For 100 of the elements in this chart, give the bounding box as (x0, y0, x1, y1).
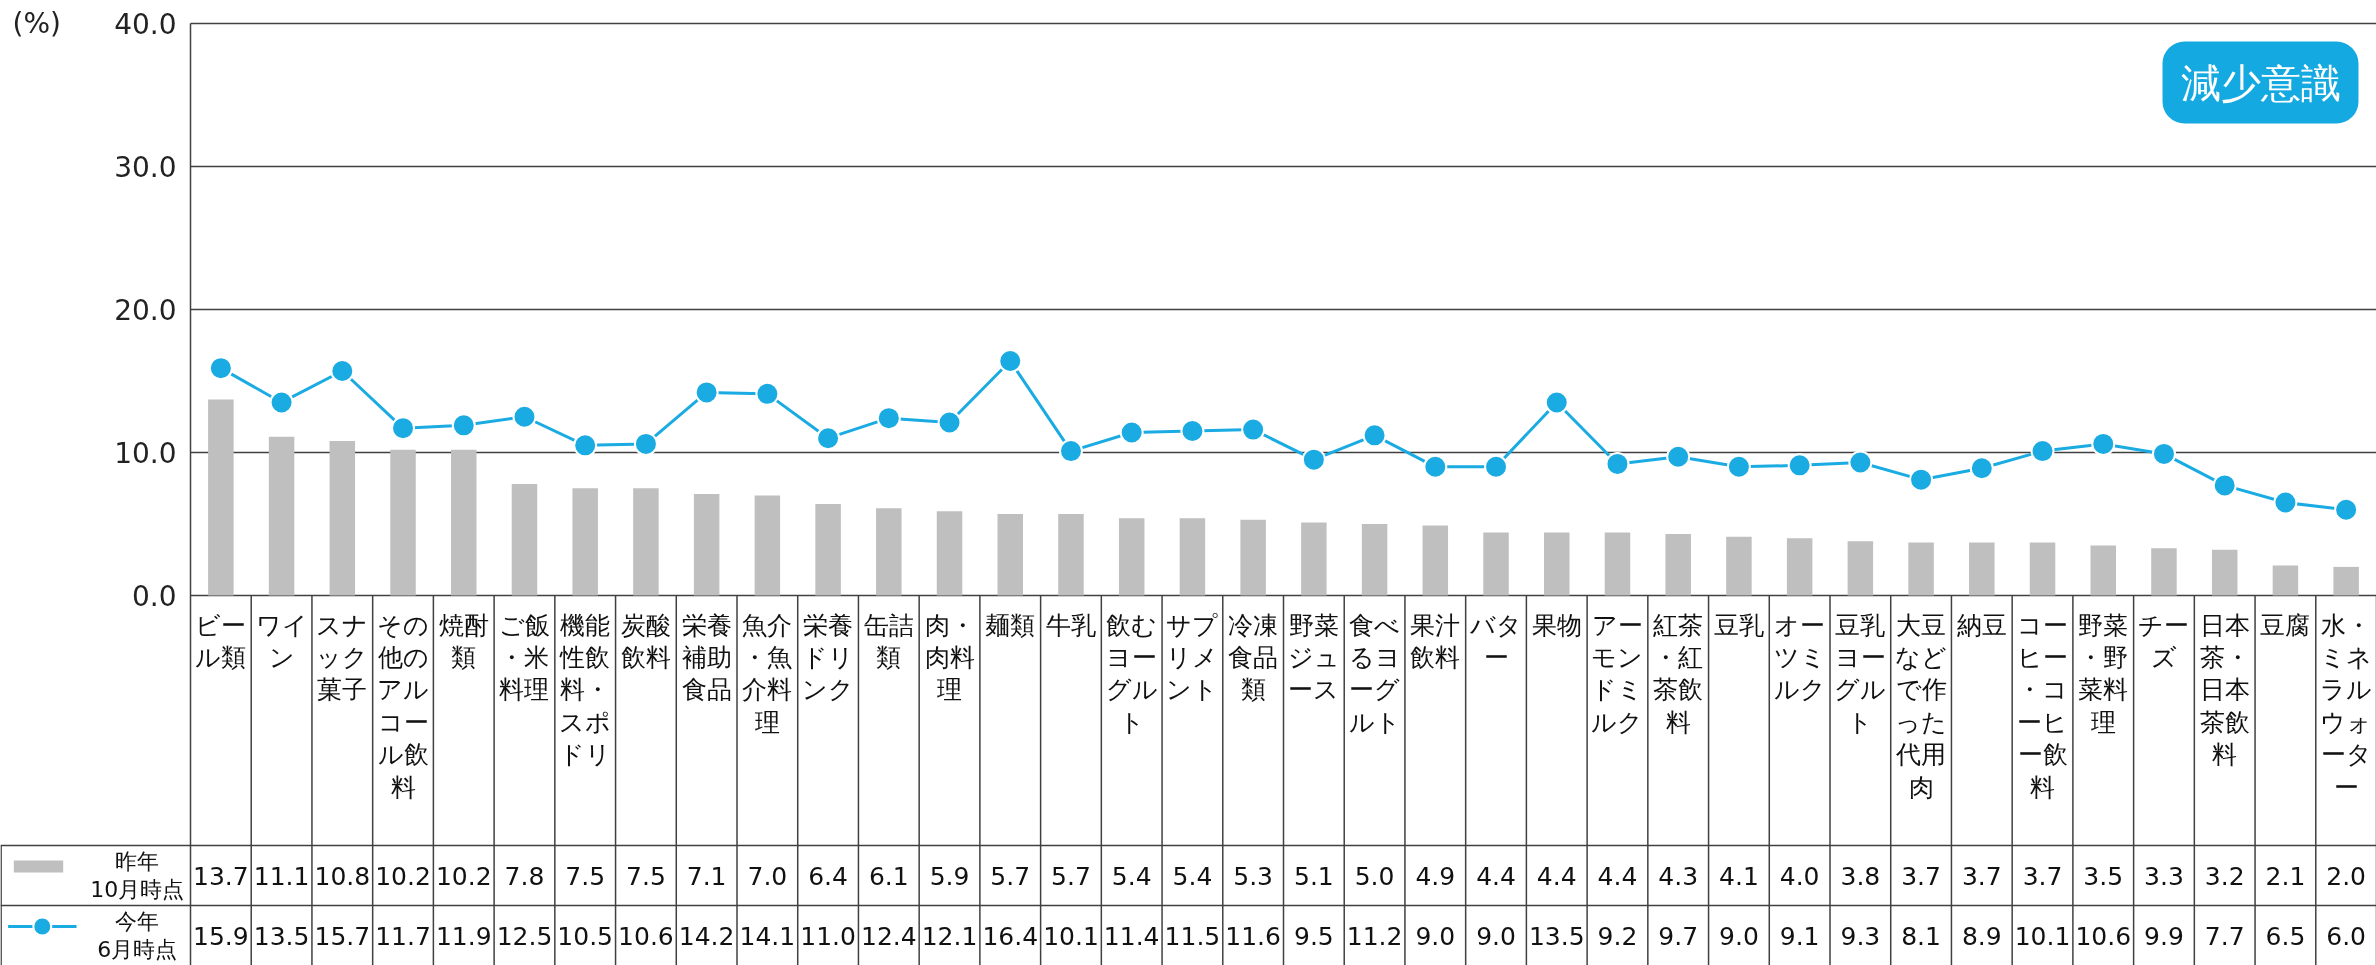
x-tick-label: 大豆などで作った代用肉 (1895, 610, 1948, 802)
data-label: 6.0 (2326, 921, 2367, 951)
data-label: 9.0 (1415, 921, 1456, 951)
point (269, 390, 294, 415)
y-axis-title: (%) (12, 7, 61, 40)
data-label: 14.1 (739, 921, 796, 951)
bar (572, 488, 598, 596)
x-tick-label: 日本茶・日本茶飲料 (2199, 610, 2250, 770)
data-label: 11.9 (435, 921, 492, 951)
data-label: 12.5 (496, 921, 553, 951)
bar (1847, 541, 1874, 596)
data-label: 10.1 (1043, 921, 1099, 951)
x-tick-label: アーモンドミルク (1591, 610, 1644, 737)
data-label: 11.1 (253, 861, 310, 891)
data-label: 9.5 (1293, 921, 1334, 951)
point (816, 426, 841, 451)
x-tick-label: バター (1469, 610, 1523, 672)
x-tick-label: 栄養補助食品 (681, 610, 732, 705)
data-label: 11.0 (800, 921, 856, 951)
x-tick-label: 豆乳ヨーグルト (1834, 610, 1887, 737)
data-label: 6.5 (2265, 921, 2306, 951)
y-tick-label: 20.0 (114, 294, 177, 327)
data-label: 9.1 (1779, 921, 1820, 951)
data-label: 10.6 (2075, 921, 2132, 951)
point (573, 433, 598, 458)
point (1969, 456, 1994, 481)
point (512, 404, 537, 429)
x-tick-label: 炭酸飲料 (620, 610, 671, 672)
point (1848, 450, 1873, 475)
bar (2029, 542, 2056, 596)
point (1362, 423, 1387, 448)
data-label: 16.4 (982, 921, 1039, 951)
point (876, 406, 901, 431)
point (1484, 454, 1509, 479)
x-tick-label: チーズ (2138, 610, 2190, 672)
data-label: 4.3 (1658, 861, 1699, 891)
annotation: 減少意識 (2180, 59, 2341, 106)
point (1241, 417, 1266, 442)
data-label: 11.2 (1346, 921, 1403, 951)
x-tick-label: サプリメント (1166, 610, 1219, 705)
point (2091, 431, 2116, 456)
data-label: 12.1 (921, 921, 978, 951)
point (1301, 447, 1326, 472)
data-label: 7.1 (686, 861, 727, 891)
point (451, 413, 476, 438)
data-label: 4.0 (1779, 861, 1820, 891)
point (208, 356, 233, 381)
data-label: 9.0 (1476, 921, 1516, 951)
bar (1969, 542, 1995, 596)
bar (2272, 565, 2299, 596)
data-label: 3.8 (1840, 861, 1881, 891)
bar (1726, 536, 1752, 596)
bar (1908, 542, 1934, 596)
data-label: 3.7 (1961, 861, 2002, 891)
bar (451, 449, 477, 596)
data-label: 9.7 (1658, 921, 1699, 951)
point (1423, 454, 1448, 479)
data-label: 13.5 (253, 921, 310, 951)
bar (2090, 545, 2116, 596)
data-label: 11.4 (1103, 921, 1160, 951)
data-label: 5.4 (1172, 861, 1213, 891)
data-label: 5.7 (1051, 861, 1091, 891)
x-tick-label: 機能性飲料・スポドリ (559, 610, 612, 770)
bar (1422, 525, 1449, 596)
data-label: 3.2 (2204, 861, 2245, 891)
point (2151, 441, 2176, 466)
data-label: 7.5 (626, 861, 666, 891)
bar (329, 441, 356, 596)
data-label: 10.2 (375, 861, 431, 891)
x-tick-label: 水・ミネラルウォーター (2320, 610, 2373, 802)
bar (1179, 518, 1206, 596)
data-label: 8.9 (1961, 921, 2002, 951)
bar (1604, 532, 1631, 596)
data-label: 10.6 (618, 921, 674, 951)
data-label: 10.1 (2014, 921, 2071, 951)
bar (1665, 534, 1691, 596)
data-label: 4.4 (1536, 861, 1577, 891)
x-tick-label: 牛乳 (1045, 610, 1096, 640)
bar (268, 436, 295, 596)
data-label: 5.7 (990, 861, 1031, 891)
data-label: 2.0 (2326, 861, 2367, 891)
data-label: 7.7 (2204, 921, 2245, 951)
bar (2333, 566, 2359, 596)
data-label: 5.0 (1354, 861, 1395, 891)
y-tick-label: 10.0 (114, 437, 177, 470)
data-label: 11.5 (1164, 921, 1221, 951)
x-tick-label: 缶詰類 (863, 610, 914, 672)
bar (2151, 548, 2177, 596)
data-label: 15.9 (193, 921, 249, 951)
data-label: 3.7 (1901, 861, 1941, 891)
x-tick-label: 麺類 (985, 610, 1036, 640)
point (2273, 490, 2298, 515)
data-label: 9.2 (1597, 921, 1638, 951)
x-tick-label: スナック菓子 (316, 610, 369, 705)
data-label: 13.7 (193, 861, 249, 891)
data-label: 3.5 (2083, 861, 2124, 891)
x-tick-label: 魚介・魚介料理 (742, 610, 793, 737)
data-label: 10.5 (557, 921, 614, 951)
x-tick-label: 肉・肉料理 (924, 610, 975, 705)
data-label: 5.4 (1111, 861, 1152, 891)
